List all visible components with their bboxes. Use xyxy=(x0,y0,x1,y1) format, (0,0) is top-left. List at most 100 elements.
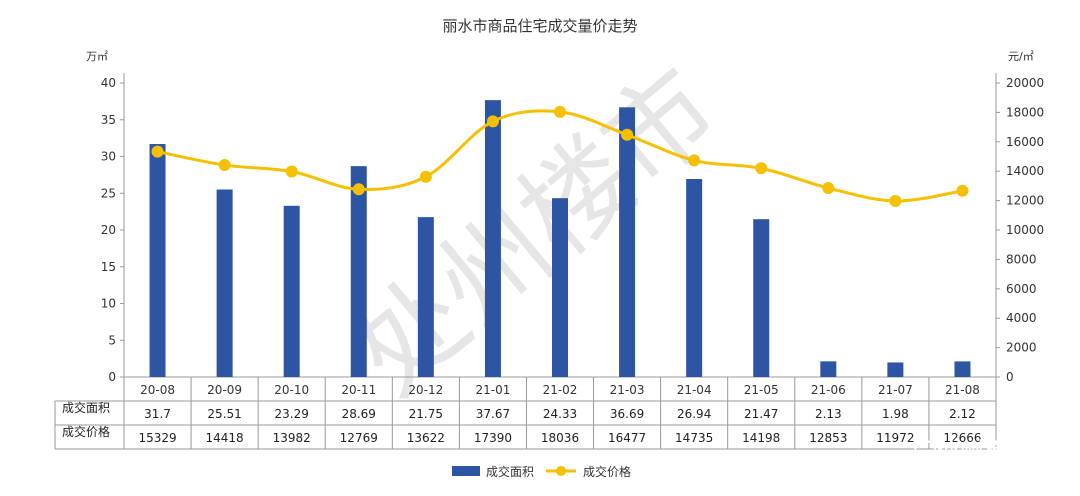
table-cell: 24.33 xyxy=(543,407,577,421)
price-point xyxy=(486,115,499,128)
category-label: 21-03 xyxy=(610,383,645,397)
right-tick-label: 18000 xyxy=(1006,105,1044,119)
bar xyxy=(686,178,703,377)
table-cell: 21.47 xyxy=(744,407,778,421)
price-point xyxy=(621,128,634,141)
table-cell: 31.7 xyxy=(144,407,171,421)
bar xyxy=(216,189,233,377)
table-cell: 13622 xyxy=(407,431,445,445)
legend-line-marker xyxy=(556,466,566,476)
price-point xyxy=(688,154,701,167)
price-point xyxy=(419,170,432,183)
bar xyxy=(619,107,636,378)
table-cell: 12769 xyxy=(340,431,378,445)
left-tick-label: 20 xyxy=(101,223,116,237)
bar xyxy=(350,166,367,377)
table-cell: 2.13 xyxy=(815,407,842,421)
bar xyxy=(149,144,166,377)
table-cell: 12853 xyxy=(809,431,847,445)
right-tick-label: 20000 xyxy=(1006,76,1044,90)
table-cell: 14735 xyxy=(675,431,713,445)
category-label: 20-08 xyxy=(140,383,175,397)
bar xyxy=(954,361,971,377)
table-cell: 23.29 xyxy=(275,407,309,421)
table-cell: 17390 xyxy=(474,431,512,445)
table-cell: 25.51 xyxy=(207,407,241,421)
left-axis-unit: 万㎡ xyxy=(86,50,108,63)
legend: 成交面积 成交价格 xyxy=(452,464,631,479)
line-series xyxy=(151,105,969,208)
table-cell: 18036 xyxy=(541,431,579,445)
table-cell: 14198 xyxy=(742,431,780,445)
table-cell: 2.12 xyxy=(949,407,976,421)
price-point xyxy=(822,182,835,195)
right-axis: 0 2000 4000 6000 8000 10000 12000 14000 16000 180… xyxy=(996,76,1044,384)
data-table-cells: 31.7 25.51 23.29 28.69 21.75 37.67 24.33 36.69 2… xyxy=(138,407,981,445)
table-cell: 12666 xyxy=(943,431,981,445)
right-tick-label: 14000 xyxy=(1006,164,1044,178)
table-cell: 36.69 xyxy=(610,407,644,421)
price-point xyxy=(218,159,231,172)
right-axis-unit: 元/㎡ xyxy=(1008,50,1034,63)
price-point xyxy=(956,184,969,197)
table-cell: 16477 xyxy=(608,431,646,445)
right-tick-label: 2000 xyxy=(1006,341,1037,355)
wechat-icon xyxy=(914,440,936,465)
category-label: 21-07 xyxy=(878,383,913,397)
legend-bar-swatch xyxy=(452,466,480,476)
category-label: 20-09 xyxy=(207,383,242,397)
chart-title: 丽水市商品住宅成交量价走势 xyxy=(442,17,637,35)
category-label: 21-02 xyxy=(543,383,578,397)
table-cell: 11972 xyxy=(876,431,914,445)
price-point xyxy=(755,162,768,175)
category-label: 20-11 xyxy=(341,383,376,397)
price-point xyxy=(151,145,164,158)
category-label: 20-10 xyxy=(274,383,309,397)
category-label: 21-05 xyxy=(744,383,779,397)
table-row-label-area: 成交面积 xyxy=(62,400,110,415)
right-tick-label: 8000 xyxy=(1006,252,1037,266)
brand-text: 处州楼市 xyxy=(936,437,1032,465)
right-tick-label: 0 xyxy=(1006,370,1014,384)
left-tick-label: 5 xyxy=(108,333,116,347)
bar xyxy=(552,198,568,377)
category-label: 20-12 xyxy=(408,383,443,397)
bar xyxy=(753,219,770,377)
bar xyxy=(283,205,300,377)
left-tick-label: 40 xyxy=(101,76,116,90)
legend-bar-label: 成交面积 xyxy=(486,464,534,479)
price-point xyxy=(554,105,566,118)
right-tick-label: 10000 xyxy=(1006,223,1044,237)
bar xyxy=(820,361,837,377)
table-cell: 1.98 xyxy=(882,407,909,421)
table-cell: 13982 xyxy=(273,431,311,445)
left-tick-label: 25 xyxy=(101,186,116,200)
bar xyxy=(417,217,434,377)
bar xyxy=(887,362,904,377)
left-tick-label: 10 xyxy=(101,297,116,311)
left-tick-label: 15 xyxy=(101,260,116,274)
left-tick-label: 35 xyxy=(101,113,116,127)
table-cell: 37.67 xyxy=(476,407,510,421)
category-label: 21-01 xyxy=(475,383,510,397)
category-labels: 20-08 20-09 20-10 20-11 20-12 21-01 21-02 21-03… xyxy=(140,383,980,397)
brand-logo: 处州楼市 xyxy=(914,437,1032,465)
left-tick-label: 30 xyxy=(101,150,116,164)
bar-series xyxy=(149,100,971,378)
category-label: 21-04 xyxy=(677,383,712,397)
price-point xyxy=(889,195,902,208)
category-label: 21-08 xyxy=(945,383,980,397)
table-cell: 14418 xyxy=(206,431,244,445)
legend-line-label: 成交价格 xyxy=(583,464,631,479)
right-tick-label: 6000 xyxy=(1006,282,1037,296)
table-cell: 28.69 xyxy=(342,407,376,421)
bar xyxy=(484,100,501,378)
right-tick-label: 12000 xyxy=(1006,194,1044,208)
table-cell: 15329 xyxy=(138,431,176,445)
left-tick-label: 0 xyxy=(108,370,116,384)
table-cell: 21.75 xyxy=(409,407,443,421)
price-point xyxy=(285,165,298,178)
price-point xyxy=(352,183,365,196)
data-table-grid xyxy=(54,73,997,450)
